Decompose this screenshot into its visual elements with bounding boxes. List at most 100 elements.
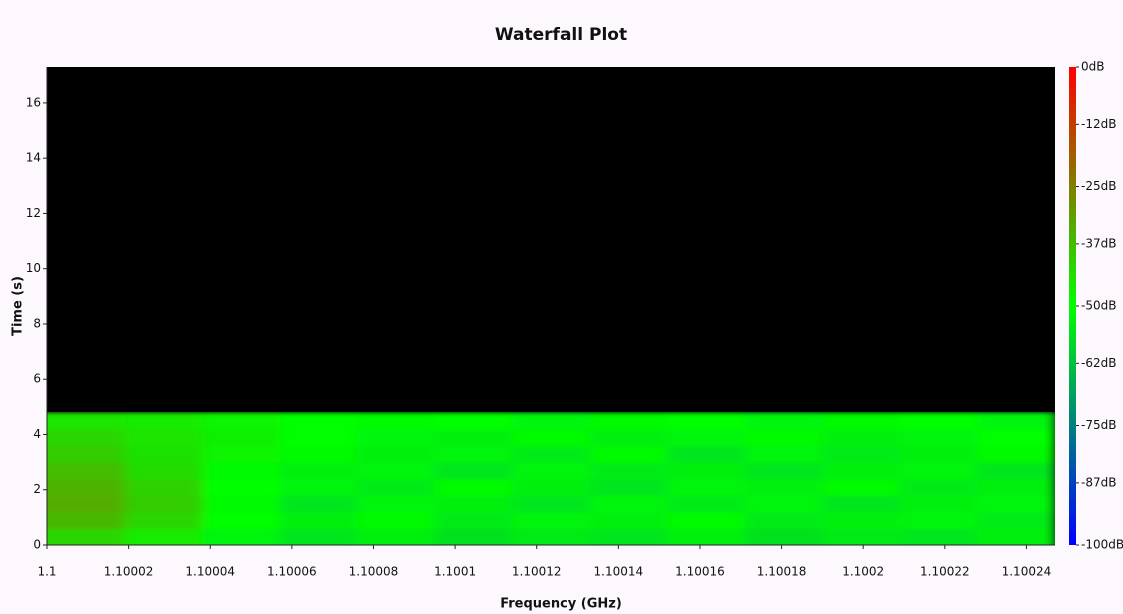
heatmap-cell (900, 479, 978, 496)
heatmap-cell (202, 462, 280, 479)
x-tick-label: 1.1 (37, 565, 56, 579)
heatmap-cell (822, 495, 900, 512)
heatmap-cell (822, 512, 900, 529)
x-tick-label: 1.10018 (757, 565, 807, 579)
heatmap-cell (202, 429, 280, 446)
heatmap-cell (280, 412, 358, 429)
heatmap-cell (667, 512, 745, 529)
heatmap-cell (280, 446, 358, 463)
colorbar-tick-label: -75dB (1081, 418, 1116, 432)
x-tick-label: 1.10004 (185, 565, 235, 579)
heatmap-cell (125, 412, 203, 429)
heatmap-cell (900, 429, 978, 446)
heatmap-cell (745, 462, 823, 479)
heatmap-cell (590, 412, 668, 429)
y-tick-label: 2 (33, 482, 41, 496)
heatmap-cell (900, 412, 978, 429)
heatmap-cell (667, 479, 745, 496)
heatmap-cell (435, 446, 513, 463)
heatmap-cell (745, 495, 823, 512)
heatmap-cell (512, 495, 590, 512)
x-tick-label: 1.10008 (349, 565, 399, 579)
heatmap-cell (357, 512, 435, 529)
colorbar-tick-label: -50dB (1081, 299, 1116, 313)
heatmap-cell (977, 429, 1055, 446)
colorbar (1069, 67, 1076, 545)
heatmap-cell (745, 512, 823, 529)
heatmap-cell (900, 462, 978, 479)
heatmap-cell (977, 446, 1055, 463)
heatmap-cell (202, 479, 280, 496)
colorbar-tick-label: -25dB (1081, 179, 1116, 193)
heatmap-cell (977, 495, 1055, 512)
x-tick-label: 1.1001 (434, 565, 476, 579)
x-tick-label: 1.10012 (512, 565, 562, 579)
heatmap-cell (667, 429, 745, 446)
heatmap-cell (745, 412, 823, 429)
heatmap-cell (512, 512, 590, 529)
y-tick-label: 6 (33, 372, 41, 386)
heatmap-cell (280, 429, 358, 446)
heatmap-layer (33, 412, 1056, 551)
heatmap-cell (822, 446, 900, 463)
heatmap-cell (667, 446, 745, 463)
heatmap-cell (125, 495, 203, 512)
heatmap-cell (900, 512, 978, 529)
colorbar-tick-label: -62dB (1081, 356, 1116, 370)
heatmap-cell (125, 479, 203, 496)
heatmap-cell (280, 512, 358, 529)
x-tick-label: 1.10022 (920, 565, 970, 579)
heatmap-cell (900, 495, 978, 512)
heatmap-cell (512, 429, 590, 446)
heatmap-cell (357, 462, 435, 479)
heatmap-cell (590, 495, 668, 512)
heatmap-cell (435, 429, 513, 446)
heatmap-cell (977, 462, 1055, 479)
heatmap-cell (667, 412, 745, 429)
heatmap-cell (590, 462, 668, 479)
heatmap-cell (125, 462, 203, 479)
heatmap-cell (125, 512, 203, 529)
x-axis-label: Frequency (GHz) (500, 597, 622, 612)
heatmap-cell (977, 412, 1055, 429)
heatmap-cell (745, 446, 823, 463)
y-tick-label: 10 (26, 261, 41, 275)
heatmap-cell (435, 412, 513, 429)
heatmap-cell (590, 429, 668, 446)
colorbar-tick-label: -37dB (1081, 236, 1116, 250)
heatmap-cell (667, 462, 745, 479)
heatmap-cell (512, 479, 590, 496)
heatmap-cell (745, 429, 823, 446)
heatmap-cell (435, 512, 513, 529)
heatmap-cell (590, 479, 668, 496)
heatmap-cell (202, 446, 280, 463)
x-tick-label: 1.1002 (842, 565, 884, 579)
heatmap-cell (202, 412, 280, 429)
heatmap-cell (280, 462, 358, 479)
colorbar-tick-label: -100dB (1081, 538, 1123, 552)
heatmap-cell (357, 412, 435, 429)
heatmap-cell (125, 446, 203, 463)
colorbar-tick-label: 0dB (1081, 60, 1104, 74)
page: Waterfall Plot Frequency (GHz) Time (s) … (0, 0, 1123, 614)
y-tick-label: 8 (33, 316, 41, 330)
chart-title: Waterfall Plot (495, 25, 627, 45)
heatmap-cell (745, 479, 823, 496)
heatmap-cell (822, 462, 900, 479)
y-tick-label: 0 (33, 538, 41, 552)
heatmap-cell (512, 446, 590, 463)
y-tick-label: 16 (26, 95, 41, 109)
heatmap-cell (357, 479, 435, 496)
heatmap-cell (977, 512, 1055, 529)
heatmap-cells (33, 412, 1056, 551)
heatmap-cell (590, 512, 668, 529)
colorbar-tick-label: -87dB (1081, 475, 1116, 489)
heatmap-cell (280, 495, 358, 512)
heatmap-cell (435, 495, 513, 512)
chart: Waterfall Plot Frequency (GHz) Time (s) … (0, 0, 1123, 614)
heatmap-cell (357, 495, 435, 512)
heatmap-cell (435, 462, 513, 479)
heatmap-cell (125, 429, 203, 446)
heatmap-cell (590, 446, 668, 463)
heatmap-cell (435, 479, 513, 496)
